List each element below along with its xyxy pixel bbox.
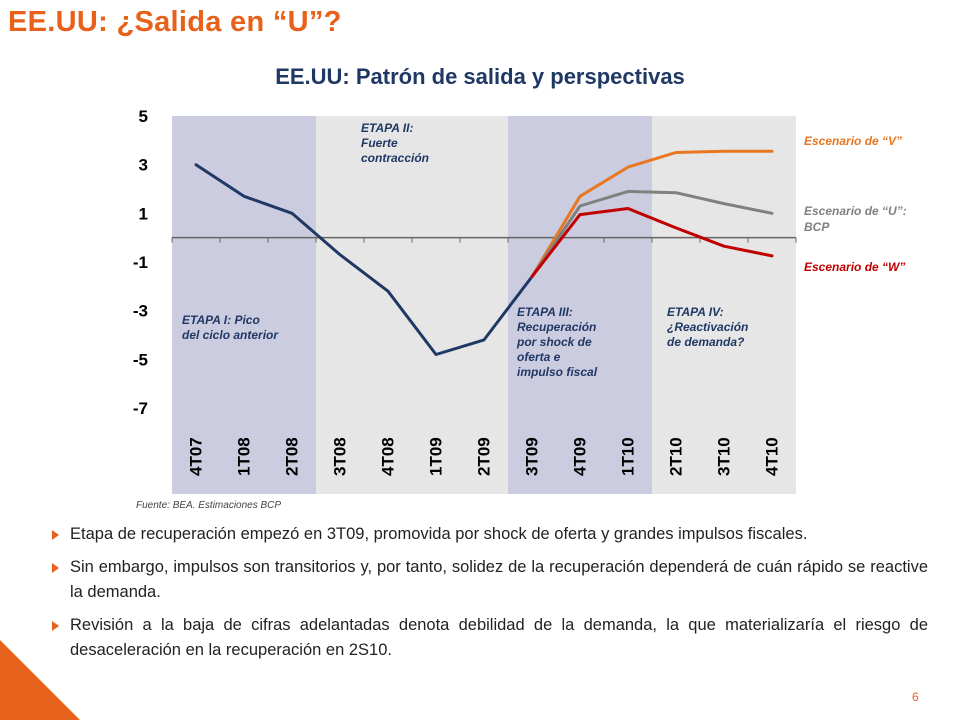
bullet-text: Etapa de recuperación empezó en 3T09, pr… bbox=[70, 525, 808, 543]
series-line-3 bbox=[530, 189, 774, 279]
stage-label-2: ETAPA II: Fuerte contracción bbox=[361, 121, 429, 165]
stage-label-1: ETAPA I: Pico del ciclo anterior bbox=[182, 313, 279, 342]
y-tick-label: -3 bbox=[133, 302, 148, 321]
bullet-arrow-icon bbox=[52, 530, 59, 540]
legend-label-3: Escenario de “U”: BCP bbox=[804, 204, 907, 234]
x-tick-label: 1T10 bbox=[619, 437, 638, 476]
x-tick-label: 4T08 bbox=[379, 437, 398, 476]
slide-title: EE.UU: ¿Salida en “U”? bbox=[8, 6, 342, 38]
y-tick-label: 3 bbox=[139, 156, 148, 175]
stage-label-3: ETAPA III: Recuperación por shock de oferta… bbox=[516, 305, 598, 379]
y-tick-label: -5 bbox=[133, 350, 148, 369]
chart-title: EE.UU: Patrón de salida y perspectivas bbox=[275, 64, 685, 89]
x-tick-label: 3T09 bbox=[523, 437, 542, 476]
y-tick-label: -1 bbox=[133, 253, 148, 272]
bullet-arrow-icon bbox=[52, 563, 59, 573]
x-tick-label: 4T09 bbox=[571, 437, 590, 476]
line-chart: 5 3 1 -1 -3 -5 -7 4T07 1T08 2T08 3T08 4T08 1T09 2T09 3… bbox=[133, 107, 907, 494]
bullet-item: Sin embargo, impulsos son transitorios y… bbox=[48, 555, 928, 605]
chart-source: Fuente: BEA. Estimaciones BCP bbox=[136, 500, 282, 511]
stage-band-4 bbox=[652, 116, 796, 494]
bullet-item: Etapa de recuperación empezó en 3T09, pr… bbox=[48, 522, 928, 547]
stage-band-3 bbox=[508, 116, 652, 494]
x-tick-label: 1T08 bbox=[235, 437, 254, 476]
legend-label-2: Escenario de “V” bbox=[804, 134, 902, 148]
x-tick-label: 1T09 bbox=[427, 437, 446, 476]
legend-label-4: Escenario de “W” bbox=[804, 260, 905, 274]
series-line-1 bbox=[194, 163, 534, 356]
stage-band-2 bbox=[316, 116, 508, 494]
x-tick-label: 3T08 bbox=[331, 437, 350, 476]
x-tick-label: 2T10 bbox=[667, 437, 686, 476]
stage-band-1 bbox=[172, 116, 316, 494]
y-tick-label: 5 bbox=[139, 107, 148, 126]
bullet-text: Revisión a la baja de cifras adelantadas… bbox=[70, 616, 928, 659]
series-line-2 bbox=[530, 149, 774, 279]
stage-label-4: ETAPA IV: ¿Reactivación de demanda? bbox=[667, 305, 748, 349]
x-tick-label: 2T09 bbox=[475, 437, 494, 476]
x-tick-label: 4T07 bbox=[187, 437, 206, 476]
y-tick-label: -7 bbox=[133, 399, 148, 418]
x-tick-label: 4T10 bbox=[763, 437, 782, 476]
page-number: 6 bbox=[912, 690, 919, 704]
series-line-4 bbox=[530, 207, 774, 279]
bullet-arrow-icon bbox=[52, 621, 59, 631]
bullet-text: Sin embargo, impulsos son transitorios y… bbox=[70, 558, 928, 601]
bullet-item: Revisión a la baja de cifras adelantadas… bbox=[48, 613, 928, 663]
x-tick-label: 2T08 bbox=[283, 437, 302, 476]
y-tick-label: 1 bbox=[139, 204, 148, 223]
bullet-list: Etapa de recuperación empezó en 3T09, pr… bbox=[48, 522, 928, 671]
x-tick-label: 3T10 bbox=[715, 437, 734, 476]
